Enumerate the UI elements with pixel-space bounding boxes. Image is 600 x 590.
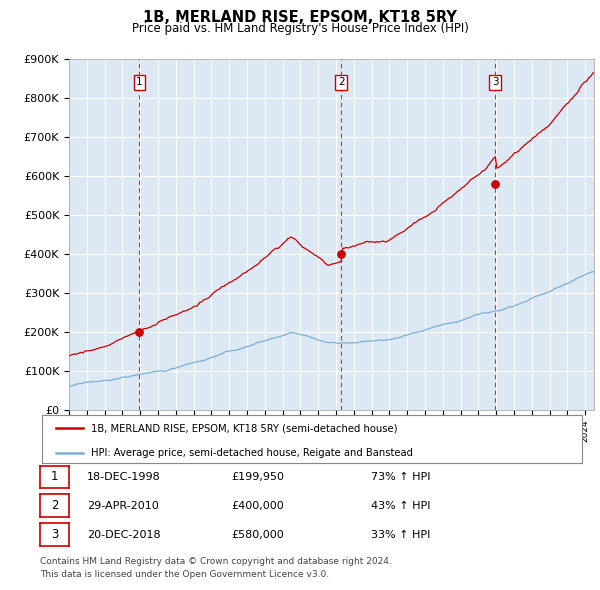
Point	[491, 179, 500, 189]
Text: 33% ↑ HPI: 33% ↑ HPI	[371, 530, 430, 539]
Text: 1B, MERLAND RISE, EPSOM, KT18 5RY: 1B, MERLAND RISE, EPSOM, KT18 5RY	[143, 10, 457, 25]
Text: 2: 2	[338, 77, 344, 87]
Text: 3: 3	[492, 77, 499, 87]
Text: 18-DEC-1998: 18-DEC-1998	[87, 472, 161, 481]
Point	[337, 250, 346, 259]
Text: 1B, MERLAND RISE, EPSOM, KT18 5RY (semi-detached house): 1B, MERLAND RISE, EPSOM, KT18 5RY (semi-…	[91, 423, 397, 433]
Text: £580,000: £580,000	[231, 530, 284, 539]
Text: 43% ↑ HPI: 43% ↑ HPI	[371, 501, 430, 510]
Text: 2: 2	[51, 499, 58, 512]
Text: 20-DEC-2018: 20-DEC-2018	[87, 530, 161, 539]
Text: 3: 3	[51, 528, 58, 541]
Text: Contains HM Land Registry data © Crown copyright and database right 2024.: Contains HM Land Registry data © Crown c…	[40, 558, 392, 566]
Text: HPI: Average price, semi-detached house, Reigate and Banstead: HPI: Average price, semi-detached house,…	[91, 447, 413, 457]
Text: Price paid vs. HM Land Registry's House Price Index (HPI): Price paid vs. HM Land Registry's House …	[131, 22, 469, 35]
Text: 73% ↑ HPI: 73% ↑ HPI	[371, 472, 430, 481]
Text: 1: 1	[51, 470, 58, 483]
Text: This data is licensed under the Open Government Licence v3.0.: This data is licensed under the Open Gov…	[40, 571, 329, 579]
Point	[134, 327, 144, 337]
Text: £400,000: £400,000	[231, 501, 284, 510]
Text: 29-APR-2010: 29-APR-2010	[87, 501, 159, 510]
Text: £199,950: £199,950	[231, 472, 284, 481]
Text: 1: 1	[136, 77, 143, 87]
